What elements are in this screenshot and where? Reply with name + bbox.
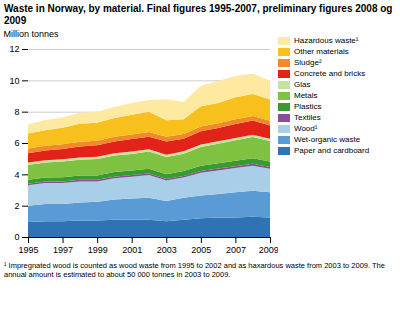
html-text:Hazardous waste¹: Hazardous waste¹ [294, 36, 359, 45]
svg-text:1999: 1999 [88, 245, 108, 255]
svg-text:2009*: 2009* [259, 245, 278, 255]
html-text:Paper and cardboard: Paper and cardboard [294, 146, 370, 155]
html-text:Textiles: Textiles [294, 113, 321, 122]
svg-text:2007: 2007 [226, 245, 246, 255]
svg-text:6: 6 [14, 138, 19, 148]
html-text:Waste in Norway, by material.: Waste in Norway, by material. Final figu… [4, 3, 393, 26]
html-text:Other materials: Other materials [294, 47, 349, 56]
html-text:Wet-organic waste: Wet-organic waste [294, 135, 361, 144]
svg-text:2005: 2005 [191, 245, 211, 255]
html-text:Sludge²: Sludge² [294, 58, 322, 67]
svg-text:1997: 1997 [53, 245, 73, 255]
html-text:Metals: Metals [294, 91, 318, 100]
svg-text:Million tonnes: Million tonnes [4, 29, 60, 39]
svg-text:12: 12 [9, 44, 19, 54]
html-text:¹ Impregnated wood is counted: ¹ Impregnated wood is counted as wood wa… [4, 261, 385, 279]
svg-text:10: 10 [9, 76, 19, 86]
html-text:Plastics: Plastics [294, 102, 322, 111]
svg-text:1995: 1995 [18, 245, 38, 255]
svg-text:2003: 2003 [157, 245, 177, 255]
html-text:Concrete and bricks: Concrete and bricks [294, 69, 366, 78]
svg-text:0: 0 [14, 232, 19, 242]
svg-text:2: 2 [14, 201, 19, 211]
svg-text:2001: 2001 [122, 245, 142, 255]
svg-text:4: 4 [14, 170, 19, 180]
html-text:Glas: Glas [294, 80, 311, 89]
svg-text:8: 8 [14, 107, 19, 117]
html-text:Wood¹: Wood¹ [294, 124, 318, 133]
